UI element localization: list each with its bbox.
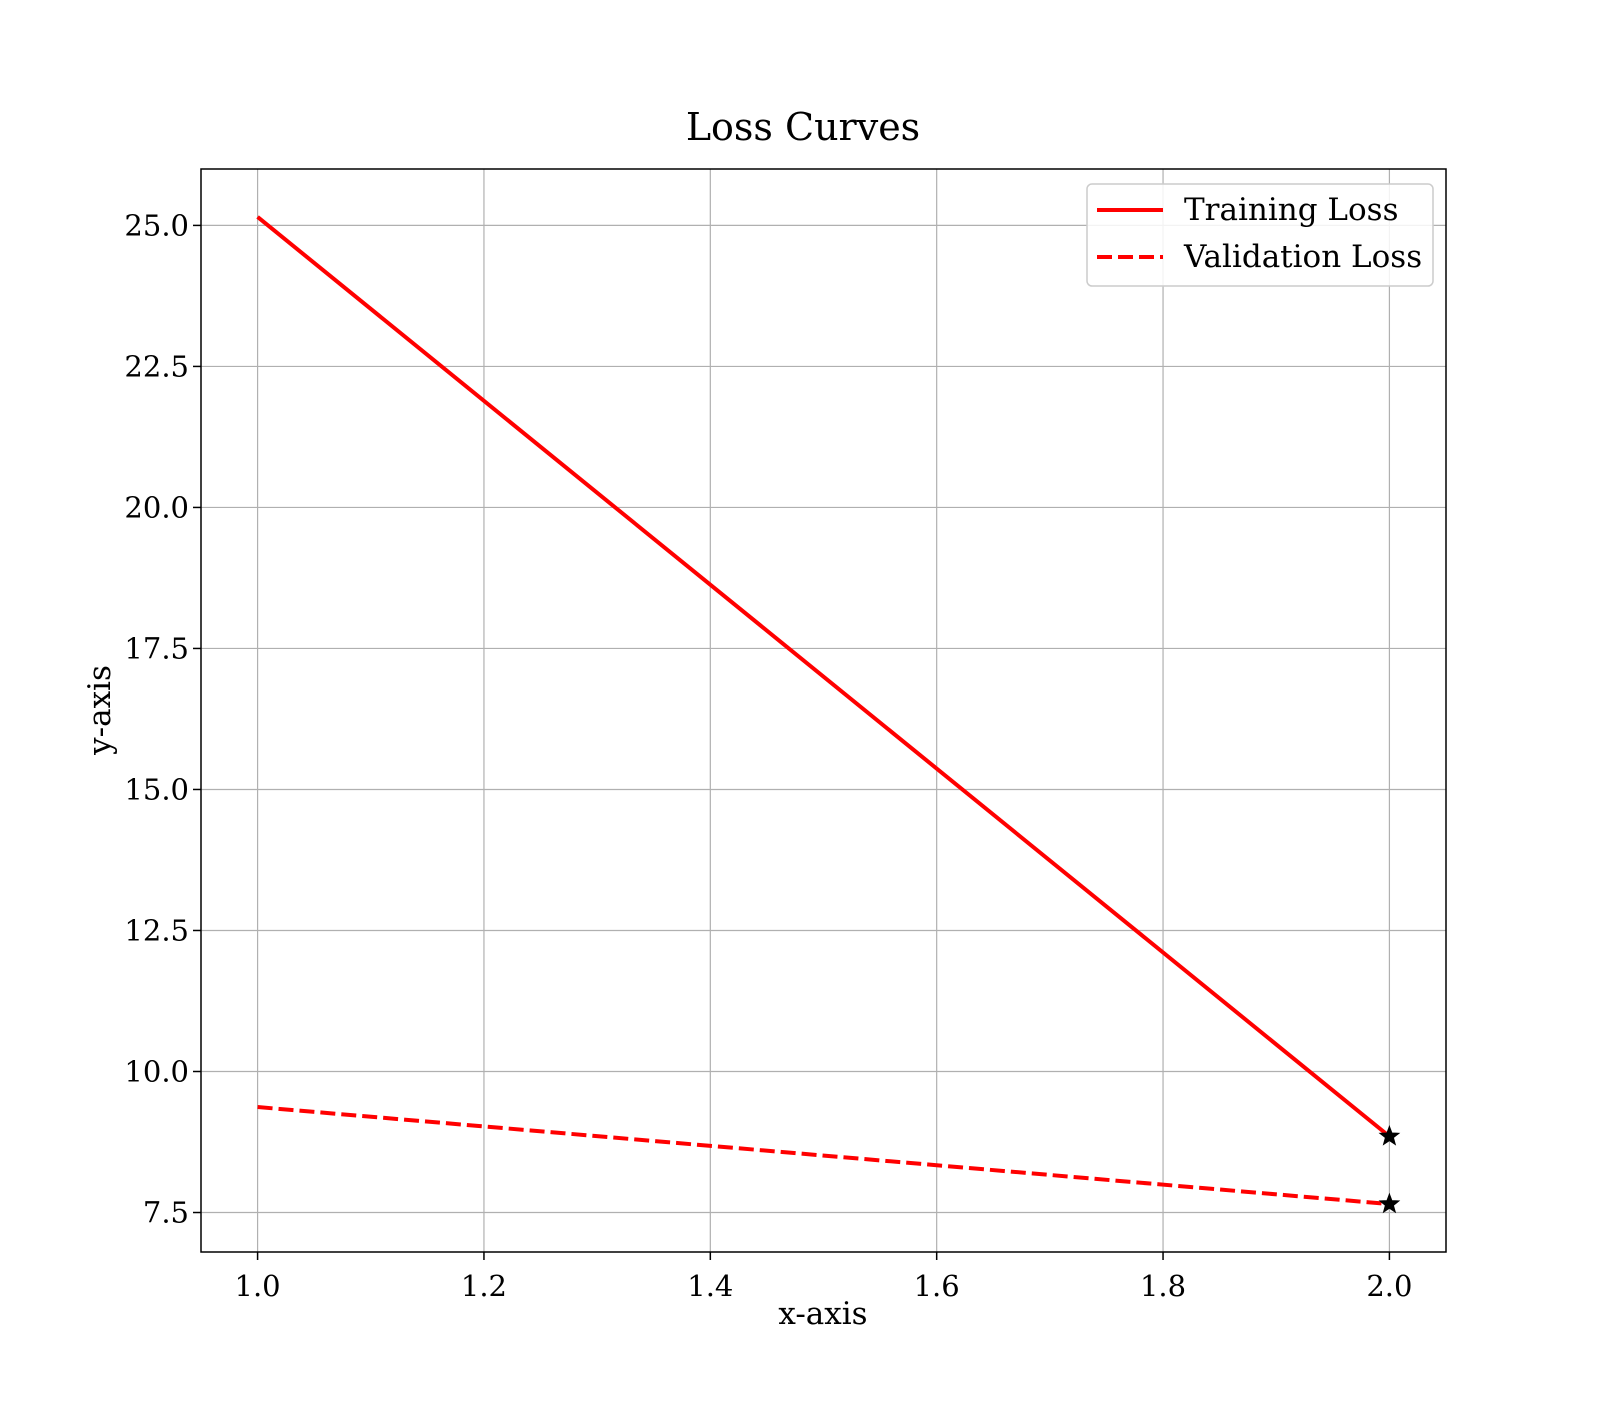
series-lines	[256, 215, 1391, 1207]
star-marker-training-loss	[1378, 1124, 1401, 1146]
x-tick-label: 1.4	[687, 1269, 733, 1303]
y-tick-label: 25.0	[124, 208, 189, 242]
x-tick-label: 1.0	[235, 1269, 281, 1303]
x-tick-label: 2.0	[1366, 1269, 1412, 1303]
y-tick-label: 17.5	[124, 631, 189, 665]
y-tick-label: 22.5	[124, 349, 189, 383]
y-axis-ticks: 7.5 10.0 12.5 15.0 17.5 20.0 22.5 25.0	[124, 208, 201, 1230]
x-tick-label: 1.6	[914, 1269, 960, 1303]
y-tick-label: 12.5	[124, 913, 189, 947]
end-markers	[1378, 1124, 1401, 1214]
series-line-training-loss	[256, 215, 1391, 1138]
y-tick-label: 15.0	[124, 772, 189, 806]
y-tick-label: 7.5	[143, 1196, 189, 1230]
x-tick-label: 1.8	[1140, 1269, 1186, 1303]
y-tick-label: 10.0	[124, 1055, 189, 1089]
legend-label-validation-loss: Validation Loss	[1183, 239, 1422, 275]
legend-label-training-loss: Training Loss	[1184, 192, 1399, 228]
legend-box	[1086, 183, 1434, 287]
chart-title: Loss Curves	[686, 105, 920, 149]
star-marker-validation-loss	[1378, 1192, 1401, 1214]
legend: Training Loss Validation Loss	[1086, 183, 1434, 287]
x-axis-ticks: 1.0 1.2 1.4 1.6 1.8 2.0	[235, 1252, 1412, 1303]
series-line-validation-loss	[257, 1105, 1390, 1207]
grid-lines	[201, 169, 1446, 1252]
y-axis-label: y-axis	[82, 665, 118, 756]
y-tick-label: 20.0	[124, 490, 189, 524]
x-tick-label: 1.2	[461, 1269, 507, 1303]
plot-area-frame	[200, 168, 1447, 1253]
x-axis-label: x-axis	[778, 1296, 867, 1332]
